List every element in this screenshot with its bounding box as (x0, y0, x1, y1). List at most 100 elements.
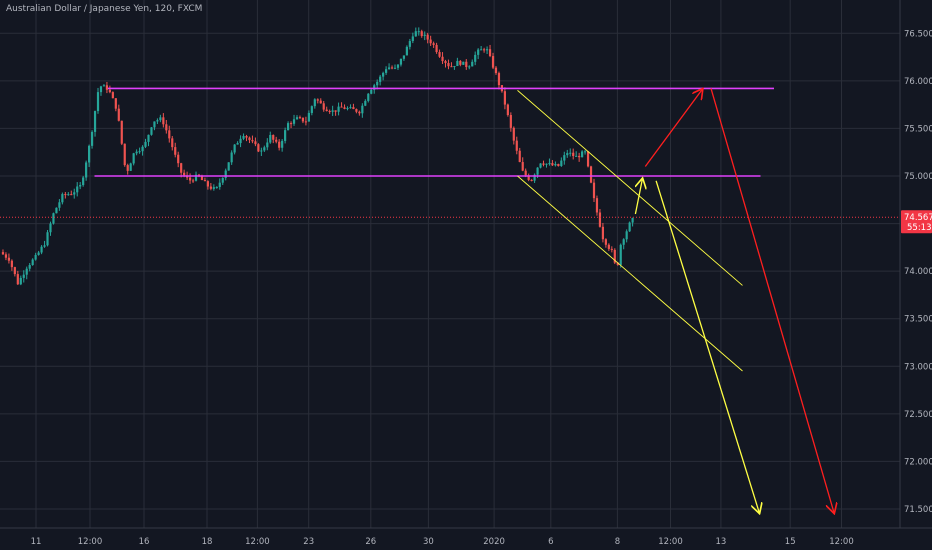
candle-body (150, 127, 153, 135)
y-tick-label: 75.000 (904, 172, 932, 182)
candle-body (432, 43, 435, 45)
candle-body (414, 31, 417, 37)
arrow-red-down (710, 88, 834, 513)
candle-body (254, 141, 257, 145)
candle-body (79, 185, 82, 187)
candle-body (358, 111, 361, 114)
candle-body (111, 92, 114, 99)
candle-body (563, 155, 566, 161)
candle-body (37, 252, 40, 255)
candle-body (248, 137, 251, 141)
candle-body (135, 151, 138, 154)
x-tick-label: 12:00 (829, 537, 854, 547)
candle-body (456, 60, 459, 67)
y-tick-label: 76.500 (904, 29, 932, 39)
x-tick-label: 18 (202, 537, 213, 547)
candle-body (138, 151, 141, 153)
candle-body (438, 52, 441, 57)
candle-body (405, 46, 408, 56)
candle-body (578, 155, 581, 158)
last-price-countdown: 55:13 (907, 223, 932, 233)
candle-body (120, 120, 123, 144)
candle-body (46, 232, 49, 246)
candle-body (417, 31, 420, 33)
candle-body (586, 151, 590, 167)
candle-body (28, 265, 31, 269)
candle-body (275, 139, 278, 142)
candle-body (298, 117, 302, 119)
candle-body (141, 146, 144, 152)
candle-body (616, 262, 619, 265)
candle-body (188, 177, 192, 181)
x-tick-label: 16 (139, 537, 150, 547)
candle-body (373, 85, 376, 90)
candle-body (441, 56, 444, 62)
candle-body (598, 212, 602, 227)
candle-body (209, 186, 212, 189)
candle-body (159, 117, 162, 121)
candle-body (266, 142, 269, 148)
candle-body (420, 31, 423, 36)
candle-body (236, 143, 239, 145)
channel-upper-line (517, 90, 743, 286)
candle-body (402, 55, 406, 59)
candle-body (322, 103, 325, 110)
candle-body (453, 66, 456, 68)
candle-body (518, 150, 521, 163)
candle-body (194, 174, 198, 181)
last-price-value: 74.567 (904, 213, 932, 223)
candle-body (610, 248, 613, 250)
candle-body (462, 61, 465, 65)
candle-body (622, 239, 625, 245)
candle-body (581, 151, 584, 158)
y-tick-label: 74.000 (904, 267, 932, 277)
x-tick-label: 15 (785, 537, 796, 547)
candle-body (376, 81, 379, 86)
candle-body (370, 89, 373, 94)
candle-body (16, 274, 19, 285)
candle-body (31, 259, 34, 266)
candle-body (191, 180, 195, 182)
candle-body (52, 213, 55, 224)
x-tick-label: 12:00 (658, 537, 683, 547)
candle-body (539, 163, 542, 168)
candle-body (604, 239, 607, 245)
candle-body (506, 104, 509, 116)
candle-body (393, 67, 397, 69)
candle-body (70, 194, 73, 196)
candle-body (319, 100, 322, 104)
candle-body (601, 226, 605, 240)
candle-body (530, 179, 533, 181)
candle-body (286, 123, 290, 131)
candle-body (82, 177, 85, 186)
candle-body (162, 117, 165, 125)
candle-body (566, 153, 569, 156)
candle-body (349, 107, 352, 109)
x-tick-label: 26 (365, 537, 376, 547)
arrow-red-up (644, 88, 703, 167)
candle-body (503, 91, 506, 105)
candle-body (171, 138, 174, 148)
candle-body (93, 111, 97, 132)
candle-body (102, 85, 106, 87)
candle-body (284, 130, 287, 141)
candle-body (328, 111, 331, 113)
candle-body (583, 151, 587, 153)
candle-body (239, 138, 242, 144)
candle-body (512, 127, 515, 141)
candle-body (390, 67, 394, 69)
candle-body (450, 66, 453, 68)
candle-body (22, 274, 25, 278)
candle-body (230, 152, 233, 163)
candle-body (515, 140, 518, 151)
candle-body (631, 218, 634, 223)
candle-body (292, 119, 296, 124)
x-tick-label: 12:00 (245, 537, 270, 547)
candle-body (153, 121, 156, 128)
candle-body (545, 163, 548, 165)
candle-body (465, 61, 468, 67)
candle-body (352, 107, 355, 110)
candle-body (49, 223, 52, 233)
